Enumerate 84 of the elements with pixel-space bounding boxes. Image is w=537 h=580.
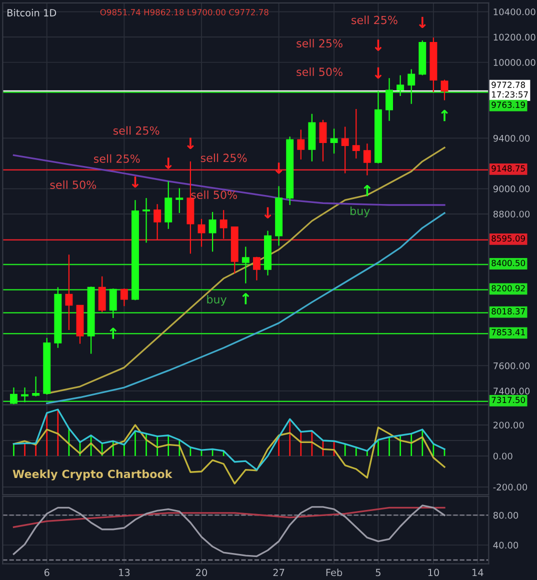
line-series [12, 154, 446, 206]
annotation: ↑ [242, 293, 250, 304]
candlestick [352, 108, 360, 160]
candlestick [142, 198, 150, 244]
candlestick [408, 68, 416, 104]
candlestick [208, 211, 216, 252]
annotation: ↓ [132, 176, 139, 188]
candlestick [319, 119, 327, 162]
candlestick [252, 256, 260, 281]
x-tick-label: 6 [44, 568, 50, 576]
y-tick-label: 10400.00 [494, 8, 536, 16]
text: O9851.74 H9862.18 L9700.00 C9772.78 [100, 9, 268, 16]
ref-line-label: 9763.19 [492, 102, 525, 108]
annotation: ↓ [418, 16, 426, 28]
y-tick-label: 80.00 [493, 512, 518, 519]
ref-line-label: 9148.75 [492, 165, 525, 172]
annotation: sell 25% [94, 154, 140, 163]
candlestick [32, 376, 40, 397]
ref-line-label: 8200.92 [492, 285, 525, 292]
y-tick-label: 7600.00 [494, 362, 530, 370]
x-tick-label: 10 [428, 568, 439, 576]
candlestick [386, 78, 393, 122]
ref-line-label: 8018.37 [492, 308, 525, 314]
candlestick [198, 218, 206, 248]
annotation: buy [350, 206, 370, 218]
annotation: ↓ [374, 67, 382, 79]
x-tick-label: 5 [376, 568, 380, 576]
candlestick [65, 254, 73, 331]
annotation: ↓ [264, 207, 272, 218]
annotation: ↓ [374, 40, 382, 51]
y-tick-label: 8800.00 [493, 210, 530, 218]
candlestick [341, 126, 349, 174]
line-series [12, 504, 446, 558]
annotation: sell 50% [296, 67, 342, 76]
y-tick-label: 9000.00 [493, 185, 530, 192]
ref-line-label: 7853.41 [492, 329, 525, 336]
x-tick-label: 13 [119, 568, 130, 576]
y-tick-label: 10200.00 [494, 34, 536, 41]
candlestick [396, 74, 404, 97]
candlestick [154, 204, 162, 240]
ref-line-label: 8400.50 [492, 260, 526, 266]
ref-line-label: 7317.50 [492, 396, 526, 404]
annotation: sell 25% [352, 16, 398, 24]
candlestick [330, 128, 338, 154]
annotation: sell 25% [200, 153, 247, 162]
annotation: Weekly Crypto Chartbook [12, 470, 172, 480]
annotation: ↑ [364, 184, 371, 196]
x-tick-label: 27 [273, 568, 284, 576]
candlestick [220, 210, 228, 240]
ref-line-label: 8595.09 [492, 235, 525, 242]
annotation: ↓ [164, 158, 172, 169]
annotation: sell 50% [191, 190, 237, 200]
candlestick [98, 276, 106, 313]
annotation: ↓ [187, 138, 194, 149]
candlestick [363, 143, 371, 176]
annotation: sell 25% [296, 38, 342, 48]
y-tick-label: 10000.00 [494, 59, 536, 66]
candlestick [109, 288, 117, 319]
candlestick [10, 386, 18, 405]
annotation: sell 25% [113, 126, 160, 135]
annotation: buy [207, 294, 227, 306]
y-tick-label: 200.00 [494, 422, 524, 429]
annotation: ↑ [441, 110, 448, 122]
x-tick-label: 20 [196, 568, 208, 576]
annotation: sell 50% [50, 180, 96, 190]
x-tick-label: Feb [326, 568, 342, 576]
y-tick-label: 7400.00 [494, 388, 530, 394]
candlestick [297, 129, 305, 160]
candlestick [120, 288, 128, 307]
y-tick-label: 40.00 [493, 542, 518, 549]
ref-line-label: 9772.78 17:23:57 [492, 82, 528, 98]
candlestick [164, 180, 172, 230]
candlestick [176, 188, 184, 214]
candlestick [440, 79, 448, 101]
y-tick-label: -200.00 [493, 484, 528, 491]
x-tick-label: 14 [472, 568, 484, 576]
line-series [12, 506, 446, 528]
line-series [12, 424, 446, 484]
y-tick-label: 9400.00 [493, 134, 530, 142]
line-series [12, 408, 446, 471]
y-tick-label: 0.00 [493, 452, 512, 460]
text: Bitcoin 1D [8, 8, 56, 16]
candlestick [21, 386, 29, 403]
candlestick [242, 246, 250, 284]
